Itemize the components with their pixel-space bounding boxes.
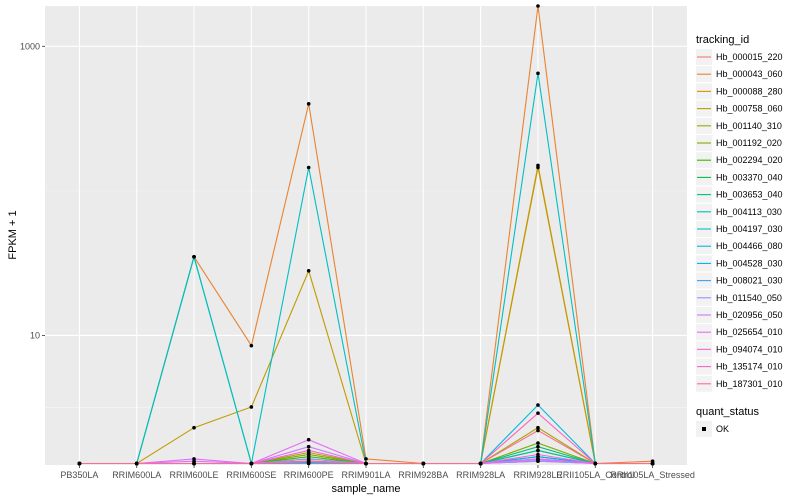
x-tick-label: RRII105LA_Control	[556, 470, 634, 480]
data-point	[536, 165, 540, 170]
data-point	[536, 425, 540, 430]
y-tick-label: 10	[30, 330, 40, 340]
x-tick-label: RRIM928LA	[456, 470, 505, 480]
data-point	[364, 461, 368, 466]
legend-label: Hb_003370_040	[716, 172, 783, 182]
point-legend-title: quant_status	[696, 406, 759, 418]
legend-label: Hb_020956_050	[716, 310, 783, 320]
data-point	[650, 461, 655, 466]
data-point	[306, 165, 311, 170]
data-point	[536, 444, 540, 449]
x-axis: PB350LA RRIM600LA RRIM600LE RRIM600SE RRIM60…	[60, 465, 695, 480]
data-point	[536, 441, 540, 445]
data-point	[536, 71, 540, 76]
data-point	[192, 461, 196, 466]
data-point	[192, 457, 196, 461]
data-point	[421, 461, 426, 466]
legend-label: Hb_094074_010	[716, 344, 783, 354]
data-point	[192, 425, 196, 430]
legend-label: Hb_004528_030	[716, 258, 783, 268]
data-point	[134, 461, 139, 466]
legend-label: Hb_000088_280	[716, 86, 783, 96]
legend-label: Hb_008021_030	[716, 276, 783, 286]
y-axis: 10 1000	[20, 41, 45, 340]
data-point	[478, 461, 483, 466]
legend-label: Hb_003653_040	[716, 190, 783, 200]
legend-label: Hb_025654_010	[716, 327, 783, 337]
legend-label: Hb_000015_220	[716, 52, 783, 62]
point-legend-label: OK	[716, 424, 729, 434]
legend-label: Hb_187301_010	[716, 379, 783, 389]
x-tick-label: RRIM928LE	[513, 470, 562, 480]
data-point	[249, 461, 254, 466]
y-axis-title: FPKM + 1	[7, 210, 19, 259]
x-tick-label: RRIM600SE	[226, 470, 276, 480]
data-point	[536, 448, 540, 453]
data-point	[536, 457, 540, 461]
legend-label: Hb_000758_060	[716, 104, 783, 114]
legend-title: tracking_id	[696, 34, 749, 46]
x-axis-title: sample_name	[331, 483, 400, 495]
x-tick-label: RRII105LA_Stressed	[610, 470, 695, 480]
data-point	[364, 457, 368, 461]
data-point	[306, 448, 311, 453]
data-point	[593, 461, 598, 466]
x-tick-label: RRIM600LA	[112, 470, 161, 480]
data-point	[306, 268, 311, 273]
y-tick-label: 1000	[20, 41, 40, 51]
data-point	[536, 452, 540, 457]
data-point	[536, 403, 540, 407]
data-point	[536, 4, 540, 8]
legend-label: Hb_004466_080	[716, 241, 783, 251]
data-point	[306, 444, 311, 449]
legend-label: Hb_001192_020	[716, 138, 782, 148]
data-point	[192, 254, 196, 259]
x-tick-label: PB350LA	[60, 470, 98, 480]
legend-label: Hb_000043_060	[716, 69, 783, 79]
color-legend: tracking_id Hb_000015_220 Hb_000043_060 Hb…	[696, 34, 783, 392]
x-tick-label: RRIM600PE	[284, 470, 334, 480]
data-point	[249, 343, 254, 348]
legend-label: Hb_002294_020	[716, 155, 783, 165]
data-point	[306, 102, 311, 106]
legend-label: Hb_135174_010	[716, 362, 783, 372]
data-points	[77, 4, 655, 466]
point-legend: quant_status OK	[696, 406, 759, 437]
data-point	[536, 428, 540, 433]
legend-label: Hb_001140_310	[716, 121, 782, 131]
x-tick-label: RRIM600LE	[170, 470, 219, 480]
legend-label: Hb_004197_030	[716, 224, 783, 234]
legend-label: Hb_011540_050	[716, 293, 782, 303]
gridlines	[45, 6, 687, 465]
data-point	[306, 459, 311, 463]
x-tick-label: RRIM901LA	[341, 470, 390, 480]
data-point	[306, 437, 311, 442]
data-point	[77, 461, 82, 466]
data-point	[249, 405, 254, 409]
data-point	[536, 411, 540, 415]
legend-label: Hb_004113_030	[716, 207, 782, 217]
point-legend-swatch	[702, 427, 706, 431]
x-tick-label: RRIM928BA	[398, 470, 448, 480]
